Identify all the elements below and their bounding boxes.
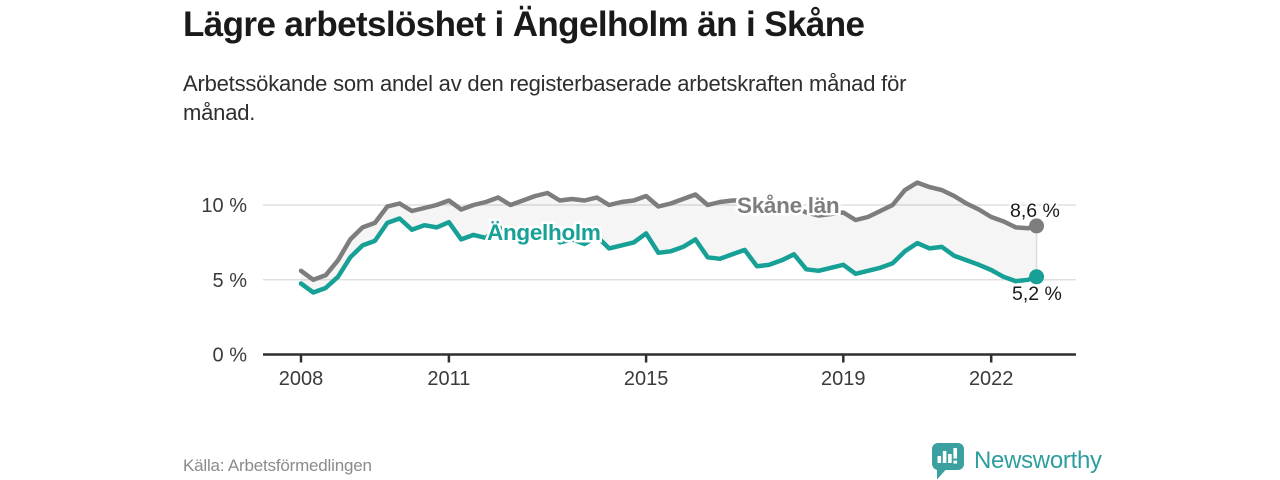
- bar-1: [937, 456, 942, 463]
- chart-subtitle: Arbetssökande som andel av den registerb…: [183, 69, 1083, 127]
- newsworthy-logo: Newsworthy: [931, 442, 1102, 480]
- y-axis-label-5: 5 %: [213, 270, 248, 292]
- series-label-angelholm: Ängelholm: [487, 220, 601, 245]
- exclamation-stem: [953, 448, 957, 459]
- pin-shape: [932, 443, 964, 480]
- subtitle-line-2: månad.: [183, 100, 256, 125]
- series-line-skane: [298, 180, 1039, 283]
- series-label-skane: Skåne län: [737, 193, 839, 218]
- bar-2: [942, 451, 947, 463]
- end-value-label-angelholm: 5,2 %: [1012, 283, 1062, 305]
- x-axis-label-2015: 2015: [624, 368, 669, 390]
- end-dot-angelholm: [1029, 269, 1045, 285]
- bar-3: [948, 454, 952, 463]
- series-line-angelholm: [298, 216, 1039, 295]
- x-axis-label-2019: 2019: [821, 368, 866, 390]
- end-value-label-skane: 8,6 %: [1010, 200, 1060, 222]
- y-axis-label-10: 10 %: [201, 195, 247, 217]
- y-axis-label-0: 0 %: [213, 345, 248, 367]
- end-dot-skane: [1029, 218, 1045, 234]
- source-note: Källa: Arbetsförmedlingen: [183, 456, 372, 475]
- x-axis-label-2008: 2008: [279, 368, 324, 390]
- band-between-series: [301, 182, 1037, 293]
- exclamation-dot: [953, 460, 957, 464]
- page-title: Lägre arbetslöshet i Ängelholm än i Skån…: [183, 5, 865, 44]
- x-axis-label-2011: 2011: [427, 368, 470, 390]
- subtitle-line-1: Arbetssökande som andel av den registerb…: [183, 71, 907, 96]
- x-axis-label-2022: 2022: [969, 368, 1014, 390]
- brand-name: Newsworthy: [974, 447, 1102, 474]
- newsworthy-pin-icon: [932, 443, 964, 480]
